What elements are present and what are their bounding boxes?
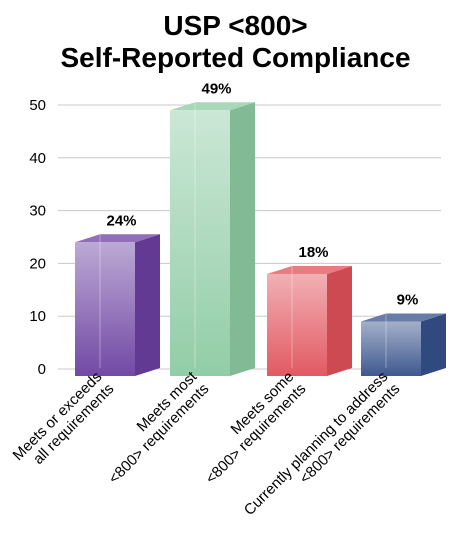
bar (170, 102, 255, 376)
data-label: 9% (397, 291, 419, 308)
bar-top (361, 313, 446, 322)
y-tick-label: 50 (29, 97, 46, 114)
data-label: 18% (298, 244, 328, 261)
category-label: Meets most<800> requirements (105, 368, 212, 488)
data-label: 49% (201, 80, 231, 97)
bar-top (267, 265, 352, 274)
bar-side (135, 234, 160, 376)
bar (75, 234, 160, 376)
bar-front (361, 321, 421, 376)
bar-front (75, 242, 135, 376)
y-axis-ticks: 0 10 20 30 40 50 (29, 97, 46, 378)
bar (267, 265, 352, 376)
bar-top (75, 234, 160, 243)
y-tick-label: 20 (29, 255, 46, 272)
bar-side (421, 313, 446, 376)
bar-front (170, 110, 230, 376)
y-tick-label: 40 (29, 150, 46, 167)
y-tick-label: 0 (38, 361, 46, 378)
bar-top (170, 102, 255, 111)
data-label: 24% (106, 212, 136, 229)
data-labels: 24% 49% 18% 9% (106, 80, 418, 308)
bar (361, 313, 446, 376)
y-tick-label: 30 (29, 203, 46, 220)
y-tick-label: 10 (29, 308, 46, 325)
bar-side (230, 102, 255, 376)
bar-side (327, 265, 352, 376)
bar-front (267, 273, 327, 376)
bars (75, 102, 446, 376)
chart-title-line-1: USP <800> (163, 10, 308, 41)
chart-title-line-2: Self-Reported Compliance (60, 42, 411, 73)
